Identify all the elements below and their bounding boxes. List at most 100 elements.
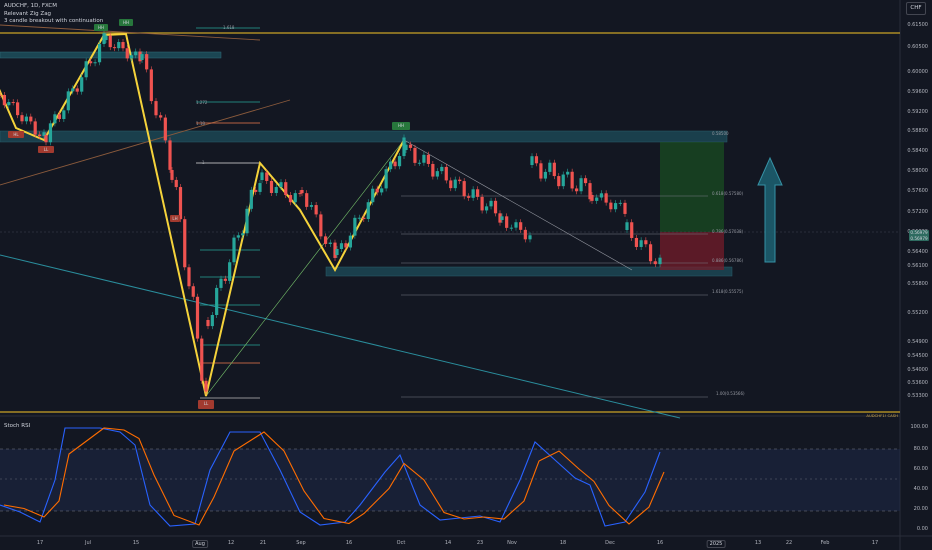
candle-body xyxy=(260,172,264,180)
candle-body xyxy=(543,171,547,179)
candle-body xyxy=(121,42,125,49)
candle-body xyxy=(335,248,339,255)
bullish-arrow xyxy=(757,156,783,263)
time-axis-label: Oct xyxy=(396,540,406,546)
time-axis-label: Aug xyxy=(192,540,208,548)
time-axis-label: 16 xyxy=(345,540,353,546)
candle-body xyxy=(658,257,662,265)
time-axis-label: Feb xyxy=(820,540,830,546)
candle-body xyxy=(305,193,309,207)
candle-body xyxy=(366,202,370,219)
candle-body xyxy=(265,172,269,181)
candle-body xyxy=(195,296,200,339)
candle-body xyxy=(498,213,502,223)
candle-body xyxy=(644,240,648,245)
candle-body xyxy=(431,163,435,177)
price-axis-label: 0.53600 xyxy=(907,380,928,386)
candle-body xyxy=(357,217,361,219)
fib-label-r6: 1.00(0.53566) xyxy=(716,391,745,396)
price-axis-label: 0.58800 xyxy=(907,128,928,134)
candle-body xyxy=(371,188,375,203)
candle-body xyxy=(348,235,352,248)
candle-body xyxy=(449,180,453,189)
symbol-label[interactable]: AUDCHF, 1D, FXCM xyxy=(4,3,58,9)
candle-body xyxy=(2,95,6,106)
candle-body xyxy=(539,163,543,179)
price-axis-label: 0.57600 xyxy=(907,188,928,194)
zigzag-label-hh2: HH xyxy=(119,19,133,26)
candle-body xyxy=(328,242,332,244)
price-axis-label: 0.56400 xyxy=(907,249,928,255)
price-axis-label: 0.55200 xyxy=(907,310,928,316)
candle-body xyxy=(353,217,357,236)
candle-body xyxy=(426,154,430,164)
price-axis-label: 0.61500 xyxy=(907,22,928,28)
chart-legend: AUDCHF, 1D, FXCM Relevant Zig Zag 3 cand… xyxy=(4,3,103,26)
time-axis-label: 12 xyxy=(227,540,235,546)
candle-body xyxy=(104,35,108,40)
candle-body xyxy=(528,235,532,240)
stoch-axis-label: 80.00 xyxy=(913,446,928,452)
support-zone xyxy=(325,266,733,277)
candle-body xyxy=(29,116,33,122)
candle-body xyxy=(319,214,323,237)
candle-body xyxy=(93,62,97,64)
candle-body xyxy=(323,236,328,244)
stoch-d-line xyxy=(3,427,665,526)
time-axis-label: Jul xyxy=(84,540,92,546)
trendline-brown-top xyxy=(0,24,261,41)
stoch-rsi-title[interactable]: Stoch RSI xyxy=(4,423,31,429)
candle-body xyxy=(393,161,397,167)
candle-body xyxy=(7,102,11,106)
candle-body xyxy=(279,182,283,187)
candle-body xyxy=(333,242,337,258)
price-axis-label: 0.59600 xyxy=(907,89,928,95)
candle-body xyxy=(112,47,117,49)
time-axis-label: 23 xyxy=(476,540,484,546)
future-label: AUDCHF1! CASH xyxy=(866,413,898,418)
candle-body xyxy=(467,196,471,198)
zigzag-label-lh: LH xyxy=(170,215,180,222)
candle-body xyxy=(178,187,183,220)
candle-body xyxy=(309,205,314,207)
candle-body xyxy=(241,233,245,236)
indicator-label-zigzag[interactable]: Relevant Zig Zag xyxy=(4,10,52,17)
candle-body xyxy=(134,51,138,56)
candle-body xyxy=(254,189,258,192)
candle-body xyxy=(561,174,565,187)
candle-body xyxy=(505,216,509,228)
currency-button[interactable]: CHF xyxy=(906,2,926,15)
candle-body xyxy=(435,171,439,177)
price-axis-label: 0.53300 xyxy=(907,393,928,399)
candle-body xyxy=(339,243,344,249)
candle-body xyxy=(288,195,293,203)
candle-body xyxy=(413,147,417,163)
candle-body xyxy=(575,188,579,192)
candle-body xyxy=(408,144,413,148)
time-axis-label: 14 xyxy=(444,540,452,546)
current-price-sub: 0.56979 xyxy=(910,235,928,241)
candle-body xyxy=(471,189,475,198)
zigzag-label-hh3: HH xyxy=(392,122,410,130)
candle-body xyxy=(129,55,134,59)
candle-body xyxy=(557,176,561,187)
candle-body xyxy=(117,42,121,49)
stoch-axis-label: 60.00 xyxy=(913,466,928,472)
candle-body xyxy=(453,179,457,189)
time-axis-label: 13 xyxy=(754,540,762,546)
candle-body xyxy=(484,206,489,211)
candle-body xyxy=(154,101,158,116)
candle-body xyxy=(397,156,402,167)
candle-body xyxy=(599,193,604,198)
candle-body xyxy=(552,162,556,177)
take-profit-zone xyxy=(660,142,724,232)
zigzag-label-hl: HL xyxy=(8,131,24,138)
indicator-label-breakout[interactable]: 3 candle breakout with continuation xyxy=(4,18,104,24)
candle-body xyxy=(380,188,384,193)
candle-body xyxy=(108,35,112,48)
candle-body xyxy=(389,161,393,170)
candle-body xyxy=(630,222,634,238)
price-axis-label: 0.59200 xyxy=(907,109,928,115)
